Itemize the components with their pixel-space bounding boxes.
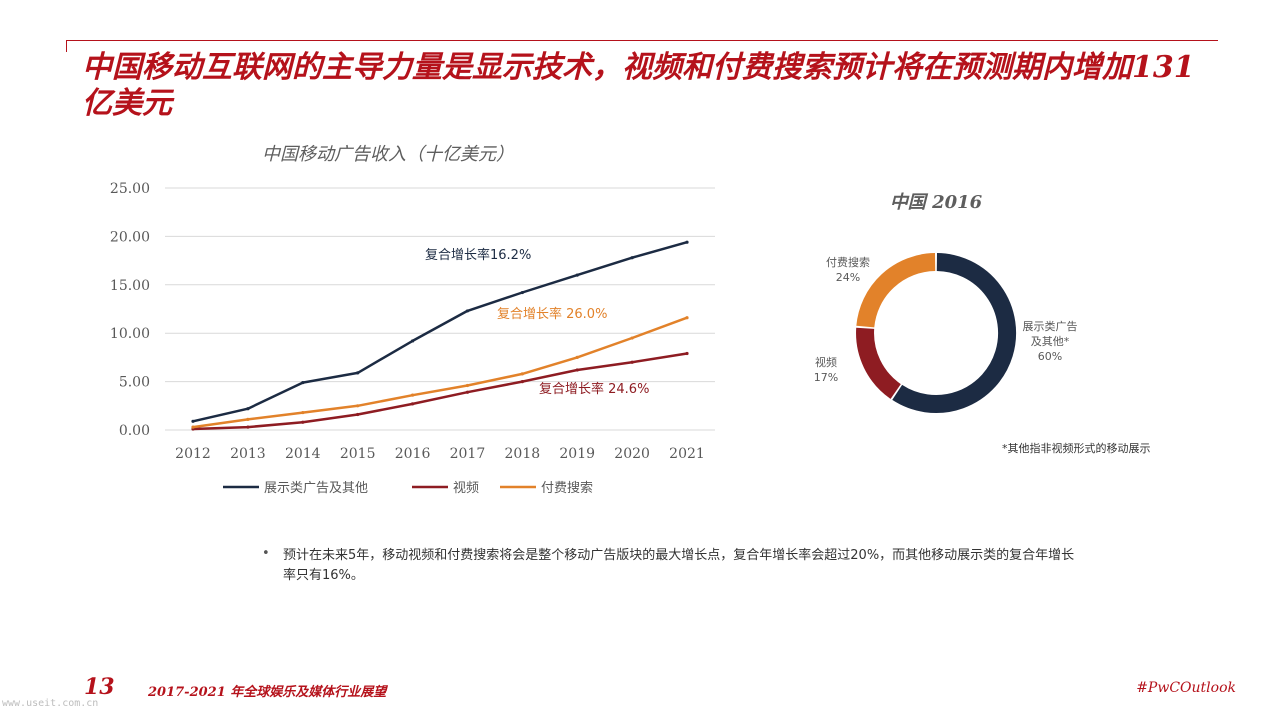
- y-tick-label: 5.00: [119, 375, 150, 391]
- data-point: [246, 417, 250, 421]
- footer-report-title: 2017-2021 年全球娱乐及媒体行业展望: [148, 685, 387, 700]
- data-point: [630, 336, 634, 340]
- data-point: [356, 412, 360, 417]
- donut-slice: [892, 253, 1017, 413]
- bullet-marker: •: [262, 546, 270, 561]
- data-point: [301, 380, 305, 385]
- header-rule: [66, 40, 1218, 41]
- data-point: [301, 420, 305, 424]
- data-point: [356, 404, 360, 408]
- y-tick-label: 10.00: [110, 326, 150, 342]
- donut-title: 中国 2016: [890, 192, 983, 213]
- series-line: [191, 240, 689, 423]
- cagr-annotation: 复合增长率 24.6%: [539, 381, 649, 397]
- data-point: [246, 425, 250, 429]
- data-point: [630, 360, 634, 364]
- slice-name-label: 及其他*: [1031, 335, 1070, 348]
- page-number: 13: [84, 674, 115, 700]
- data-point: [410, 402, 415, 406]
- slide-title: 中国移动互联网的主导力量是显示技术，视频和付费搜索预计将在预测期内增加131 亿…: [82, 50, 1195, 121]
- x-tick-label: 2021: [669, 446, 705, 462]
- y-tick-label: 0.00: [119, 423, 150, 439]
- data-point: [630, 256, 634, 260]
- donut-footnote: *其他指非视频形式的移动展示: [1002, 441, 1151, 455]
- data-point: [685, 316, 689, 320]
- donut-slice: [856, 327, 902, 399]
- data-point: [410, 339, 415, 343]
- data-point: [575, 273, 579, 277]
- data-point: [301, 410, 305, 415]
- data-point: [191, 419, 195, 423]
- series-line: [191, 352, 689, 431]
- footer-hashtag: #PwCOutlook: [1136, 680, 1236, 696]
- x-tick-label: 2018: [505, 446, 541, 462]
- watermark: www.useit.com.cn: [2, 698, 99, 709]
- bullet-text: 预计在未来5年，移动视频和付费搜索将会是整个移动广告版块的最大增长点，复合年增长…: [283, 548, 1075, 583]
- data-point: [575, 355, 579, 359]
- data-point: [465, 383, 470, 388]
- data-point: [575, 368, 579, 372]
- series-line: [191, 316, 689, 429]
- x-tick-label: 2019: [559, 446, 595, 462]
- legend-label: 付费搜索: [541, 481, 593, 496]
- slice-name-label: 视频: [815, 355, 837, 369]
- x-tick-label: 2012: [175, 446, 211, 462]
- slice-name-label: 展示类广告: [1023, 319, 1078, 333]
- x-tick-label: 2020: [614, 446, 650, 462]
- data-point: [410, 393, 415, 397]
- slice-value-label: 24%: [836, 271, 860, 284]
- legend-label: 展示类广告及其他: [264, 481, 368, 496]
- slice-value-label: 17%: [814, 371, 838, 384]
- data-point: [191, 425, 195, 429]
- x-tick-label: 2015: [340, 446, 376, 462]
- legend-label: 视频: [453, 481, 479, 496]
- data-point: [685, 351, 689, 356]
- data-point: [520, 372, 524, 376]
- donut-slice: [856, 253, 936, 328]
- data-point: [685, 240, 689, 244]
- data-point: [356, 371, 360, 375]
- data-point: [520, 380, 524, 384]
- y-tick-label: 15.00: [110, 278, 150, 294]
- data-point: [465, 309, 470, 313]
- x-tick-label: 2014: [285, 446, 321, 462]
- x-tick-label: 2016: [395, 446, 431, 462]
- slice-value-label: 60%: [1038, 350, 1062, 363]
- x-tick-label: 2017: [450, 446, 486, 462]
- header-rule-tick: [66, 40, 67, 52]
- y-tick-label: 20.00: [110, 229, 150, 245]
- slice-name-label: 付费搜索: [826, 255, 870, 269]
- line-chart-title: 中国移动广告收入（十亿美元）: [262, 144, 514, 165]
- data-point: [465, 390, 470, 394]
- y-tick-label: 25.00: [110, 181, 150, 197]
- data-point: [520, 290, 524, 295]
- cagr-annotation: 复合增长率 26.0%: [497, 306, 607, 322]
- cagr-annotation: 复合增长率16.2%: [425, 247, 531, 263]
- data-point: [246, 407, 250, 411]
- x-tick-label: 2013: [230, 446, 266, 462]
